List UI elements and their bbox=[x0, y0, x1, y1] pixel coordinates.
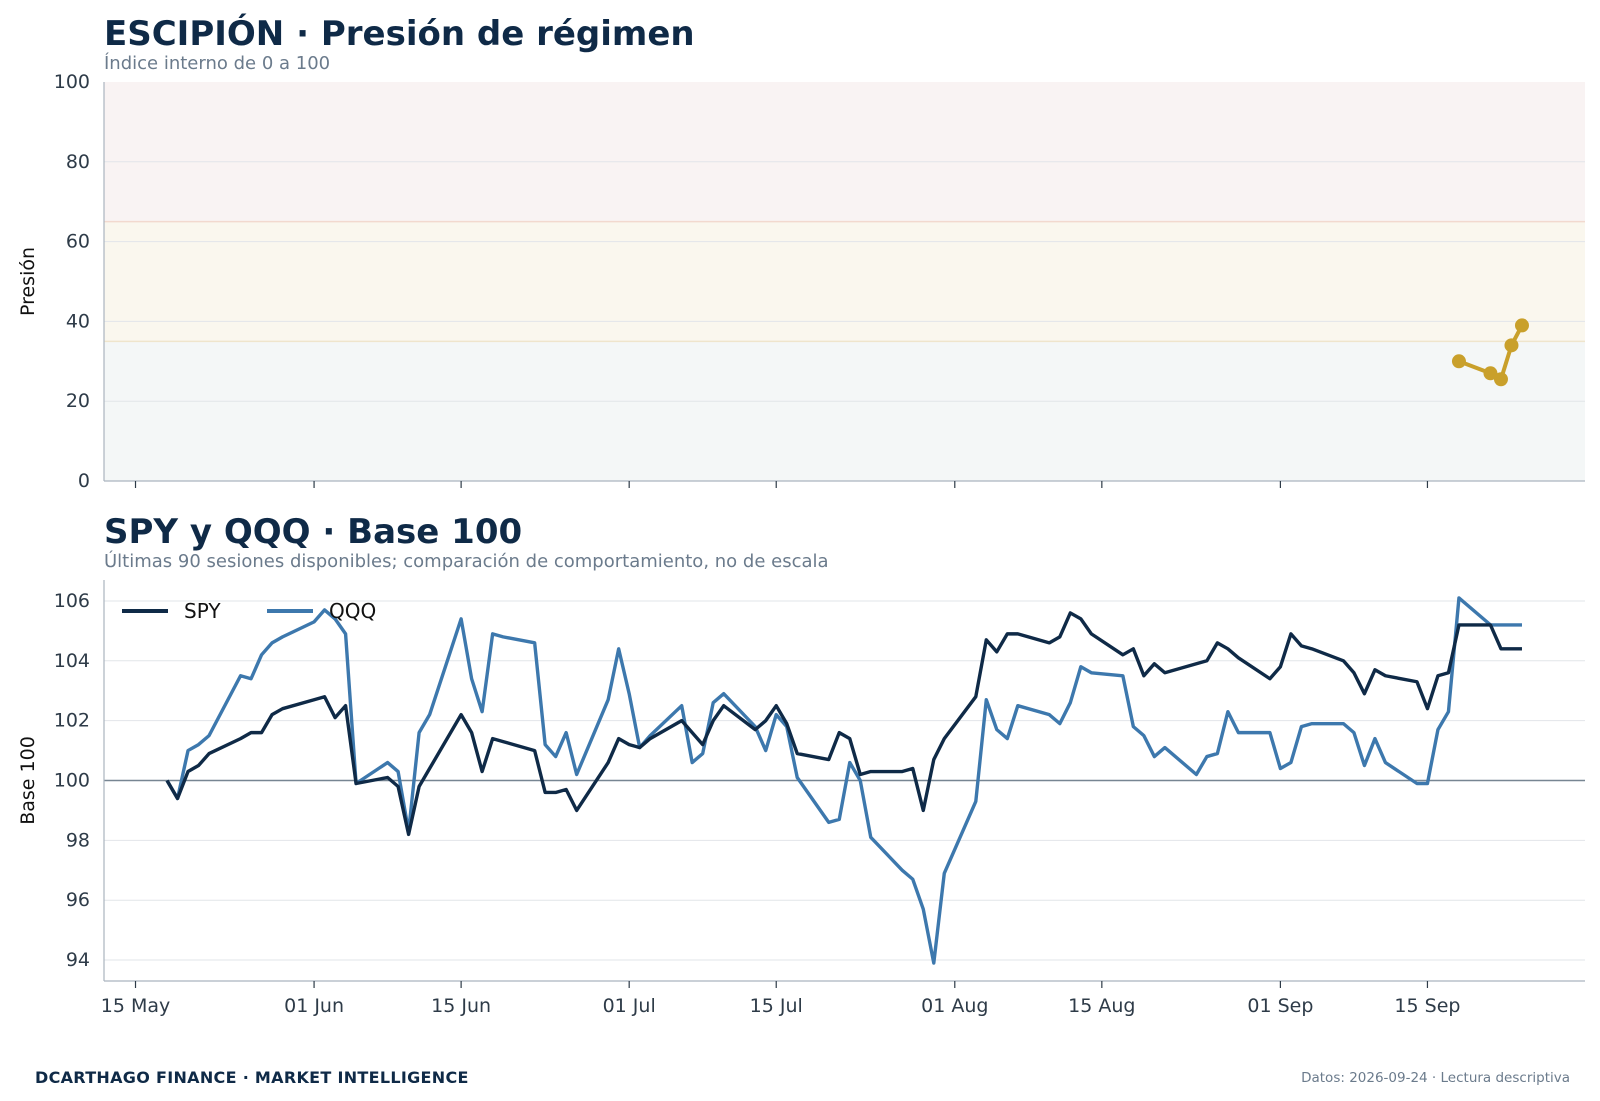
price-y-tick-label: 98 bbox=[66, 829, 90, 851]
pressure-y-tick-label: 0 bbox=[78, 470, 90, 492]
pressure-point bbox=[1514, 318, 1529, 333]
price-y-tick-label: 100 bbox=[54, 770, 90, 792]
pressure-chart-title: ESCIPIÓN · Presión de régimen bbox=[104, 14, 695, 54]
price-x-tick-label: 01 Jun bbox=[284, 995, 344, 1017]
legend-label-qqq: QQQ bbox=[329, 599, 376, 623]
price-x-tick-label: 15 May bbox=[101, 995, 171, 1017]
pressure-y-tick-label: 100 bbox=[54, 71, 90, 93]
price-x-tick-label: 01 Jul bbox=[603, 995, 656, 1017]
price-x-tick-label: 01 Aug bbox=[921, 995, 988, 1017]
price-y-tick-label: 94 bbox=[66, 949, 90, 971]
price-x-tick-label: 15 Jun bbox=[431, 995, 491, 1017]
price-y-tick-label: 106 bbox=[54, 590, 90, 612]
price-chart-subtitle: Últimas 90 sesiones disponibles; compara… bbox=[104, 551, 829, 572]
pressure-zone-0 bbox=[104, 341, 1585, 481]
pressure-point bbox=[1451, 354, 1466, 369]
price-x-tick-label: 15 Sep bbox=[1394, 995, 1460, 1017]
pressure-y-tick-label: 80 bbox=[66, 151, 90, 173]
pressure-y-tick-label: 40 bbox=[66, 310, 90, 332]
pressure-zone-2 bbox=[104, 82, 1585, 222]
pressure-y-tick-label: 60 bbox=[66, 231, 90, 253]
pressure-point bbox=[1504, 338, 1519, 353]
price-y-tick-label: 96 bbox=[66, 889, 90, 911]
price-y-tick-label: 104 bbox=[54, 650, 90, 672]
price-series-line-qqq bbox=[165, 596, 1522, 965]
footer-note: Datos: 2026-09-24 · Lectura descriptiva bbox=[1301, 1070, 1570, 1086]
pressure-zone-1 bbox=[104, 221, 1585, 342]
footer-brand: DCARTHAGO FINANCE · MARKET INTELLIGENCE bbox=[35, 1068, 469, 1087]
pressure-point bbox=[1493, 372, 1508, 387]
price-x-tick-label: 01 Sep bbox=[1247, 995, 1313, 1017]
pressure-chart-subtitle: Índice interno de 0 a 100 bbox=[104, 53, 331, 74]
price-chart-title: SPY y QQQ · Base 100 bbox=[104, 512, 523, 552]
price-x-tick-label: 15 Aug bbox=[1068, 995, 1135, 1017]
pressure-y-tick-label: 20 bbox=[66, 390, 90, 412]
price-y-axis-label: Base 100 bbox=[17, 736, 39, 825]
price-x-tick-label: 15 Jul bbox=[750, 995, 803, 1017]
pressure-point bbox=[1483, 366, 1498, 381]
legend-label-spy: SPY bbox=[184, 599, 221, 623]
pressure-y-axis-label: Presión bbox=[17, 247, 39, 316]
price-y-tick-label: 102 bbox=[54, 710, 90, 732]
price-series-line-spy bbox=[165, 611, 1522, 837]
